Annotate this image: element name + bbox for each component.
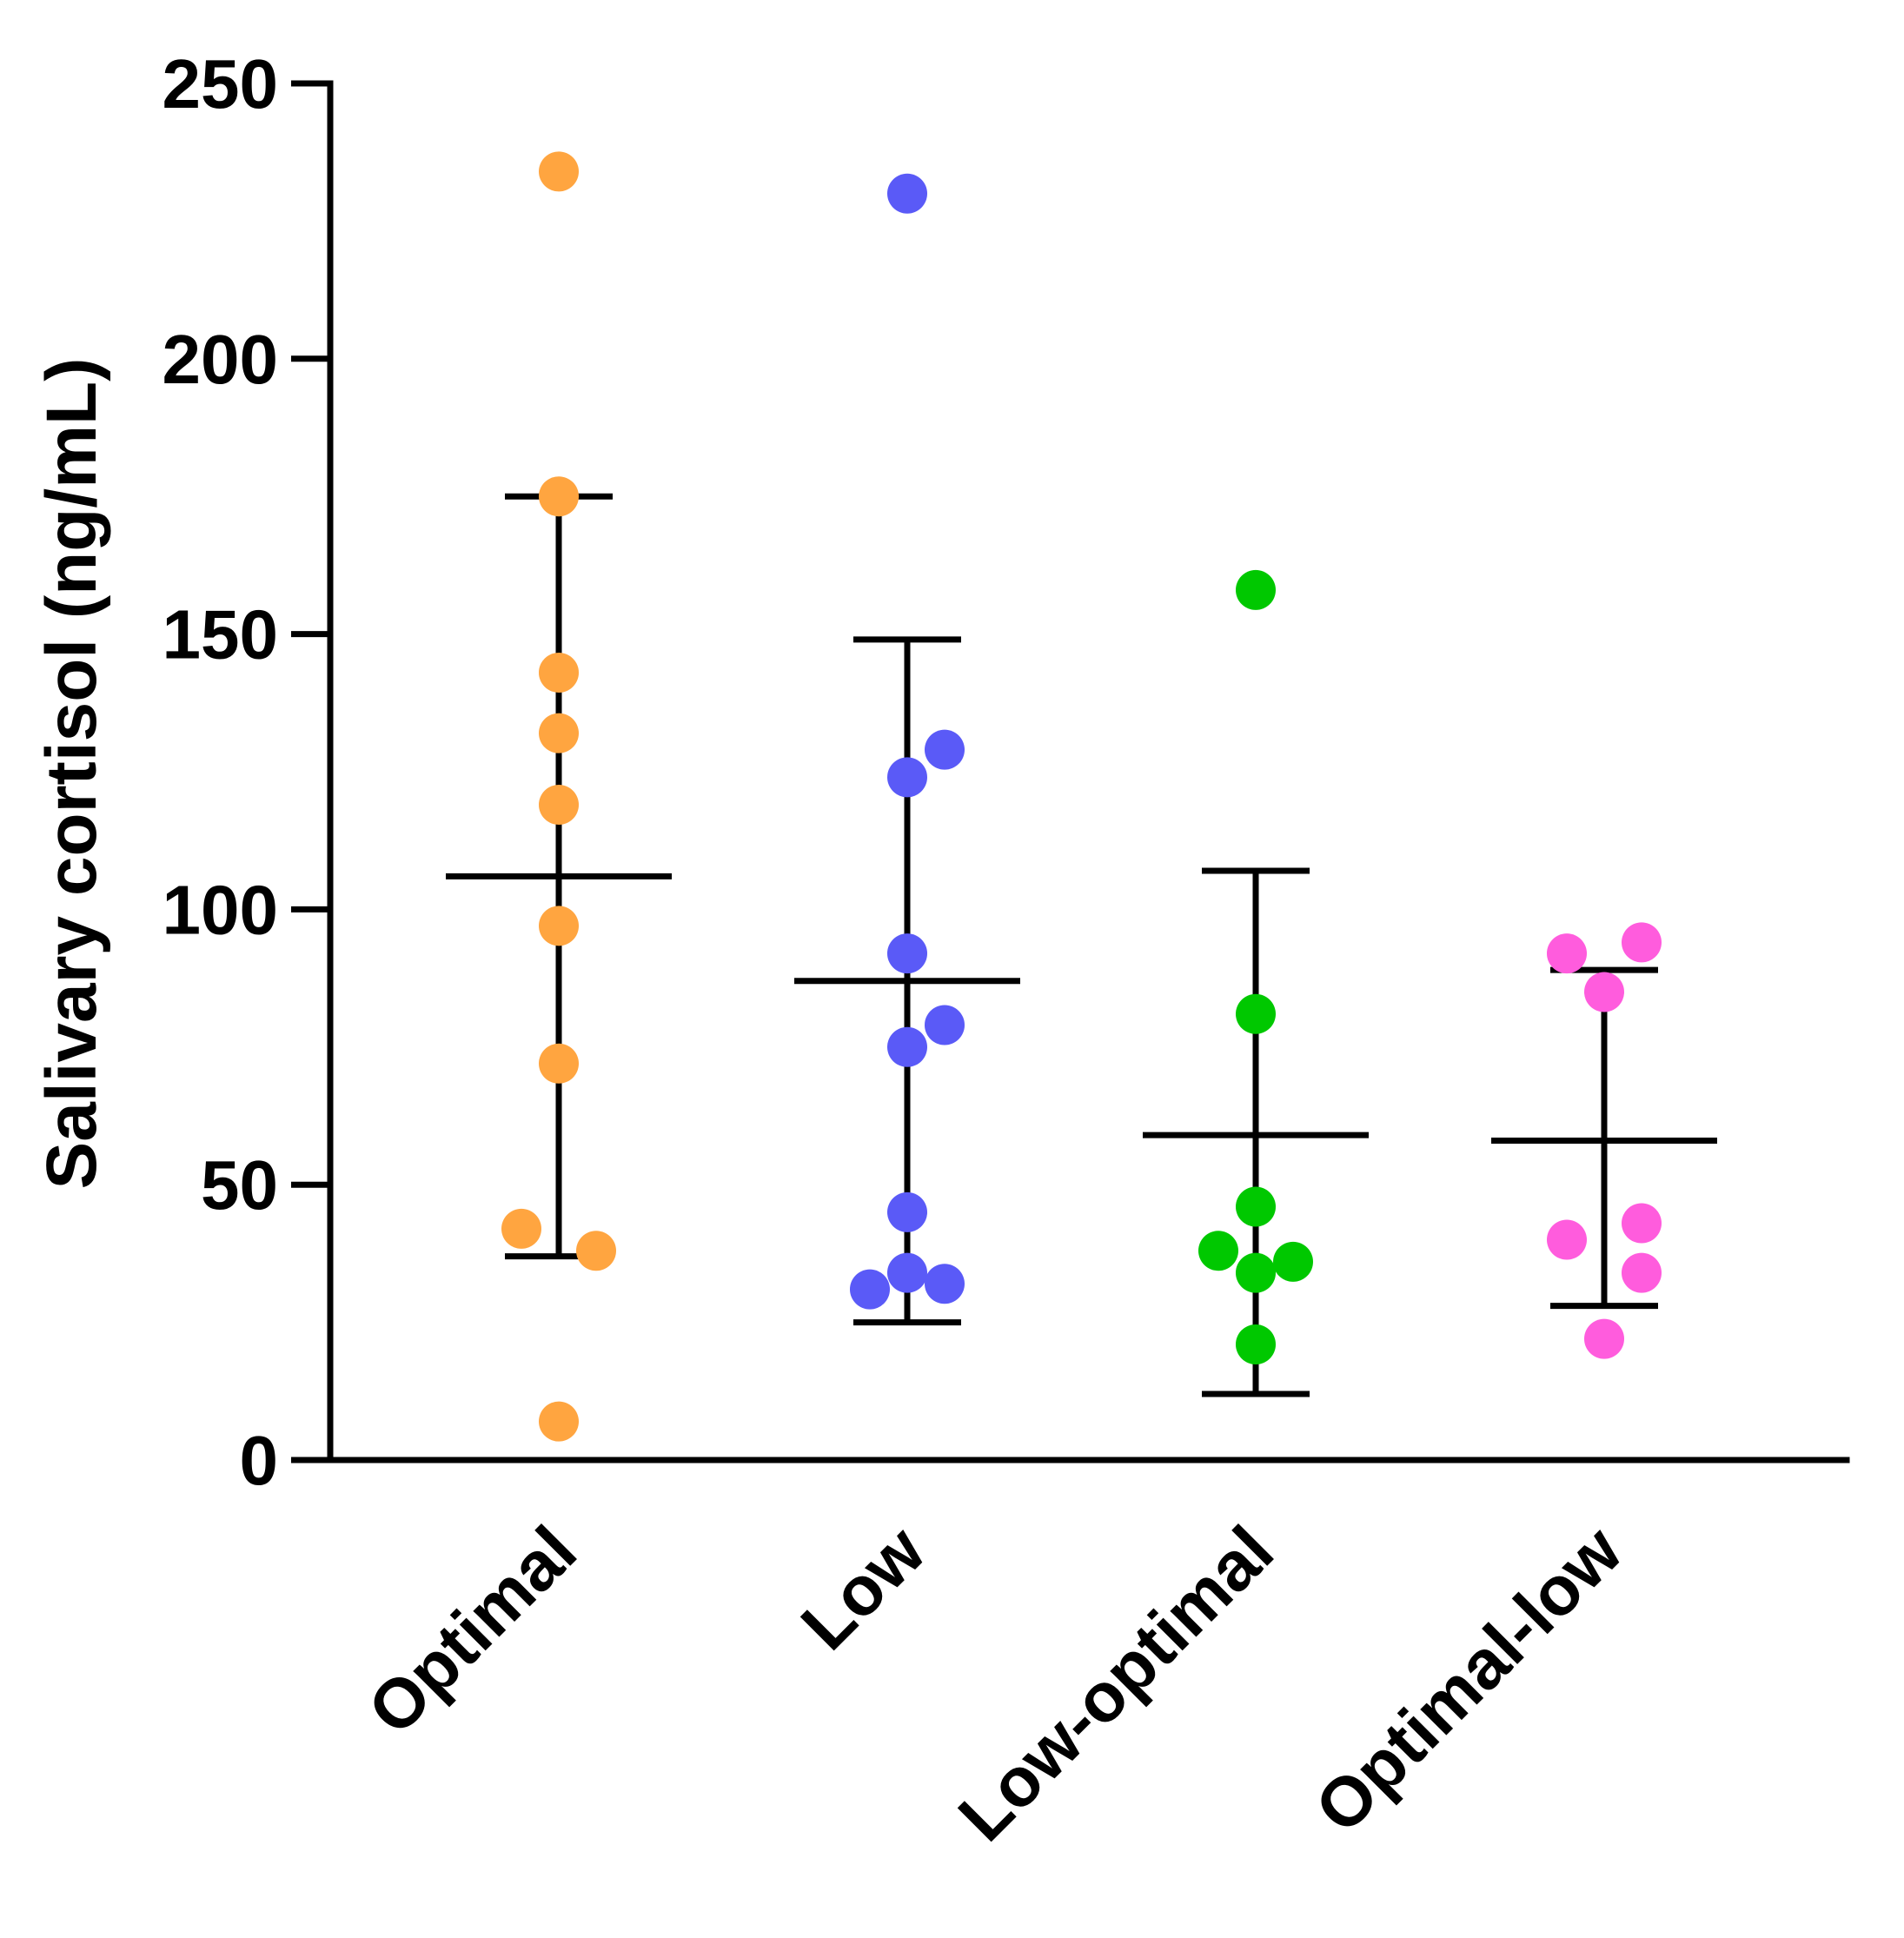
point-low — [925, 1005, 965, 1045]
point-optimal — [539, 906, 579, 946]
point-optimal — [539, 1043, 579, 1084]
y-axis: 0 50 100 150 200 250 — [163, 45, 334, 1499]
point-optimal-low — [1584, 1318, 1624, 1359]
y-tick-label: 250 — [163, 45, 278, 123]
point-low — [887, 173, 927, 214]
point-low-optimal — [1236, 993, 1276, 1034]
y-tick-label: 0 — [240, 1422, 279, 1499]
point-optimal — [539, 151, 579, 192]
point-optimal-low — [1547, 933, 1587, 974]
point-optimal — [539, 713, 579, 753]
point-low — [887, 1026, 927, 1067]
point-optimal — [539, 652, 579, 693]
category-labels: Optimal Low Low-optimal Optimal-low — [354, 1511, 1637, 1856]
point-optimal — [501, 1208, 541, 1249]
point-low — [925, 1264, 965, 1304]
point-optimal — [539, 476, 579, 517]
category-label-low: Low — [786, 1511, 940, 1665]
point-optimal — [539, 1401, 579, 1442]
y-tick-label: 150 — [163, 596, 278, 674]
point-optimal-low — [1622, 1252, 1662, 1293]
point-low — [850, 1269, 890, 1310]
point-low-optimal — [1273, 1241, 1313, 1282]
point-optimal-low — [1547, 1219, 1587, 1260]
point-low — [887, 1191, 927, 1232]
point-low — [887, 933, 927, 974]
mean-sd-bars — [446, 493, 1717, 1397]
point-low-optimal — [1236, 1252, 1276, 1293]
y-tick-label: 200 — [163, 321, 278, 398]
point-low-optimal — [1236, 1324, 1276, 1364]
point-low-optimal — [1198, 1231, 1238, 1271]
point-optimal — [576, 1231, 616, 1271]
point-optimal — [539, 785, 579, 826]
point-low-optimal — [1236, 1186, 1276, 1227]
point-low — [887, 757, 927, 798]
data-points — [501, 151, 1662, 1442]
y-axis-title: Salivary cortisol (ng/mL) — [32, 358, 111, 1190]
point-low-optimal — [1236, 569, 1276, 610]
category-label-optimal: Optimal — [354, 1511, 592, 1749]
category-label-low-optimal: Low-optimal — [944, 1511, 1288, 1855]
y-tick-label: 50 — [201, 1146, 278, 1224]
point-optimal-low — [1622, 922, 1662, 963]
point-optimal-low — [1622, 1203, 1662, 1244]
point-low — [925, 729, 965, 770]
y-tick-label: 100 — [163, 871, 278, 948]
point-low — [887, 1252, 927, 1293]
category-label-optimal-low: Optimal-low — [1300, 1511, 1636, 1848]
point-optimal-low — [1584, 972, 1624, 1012]
